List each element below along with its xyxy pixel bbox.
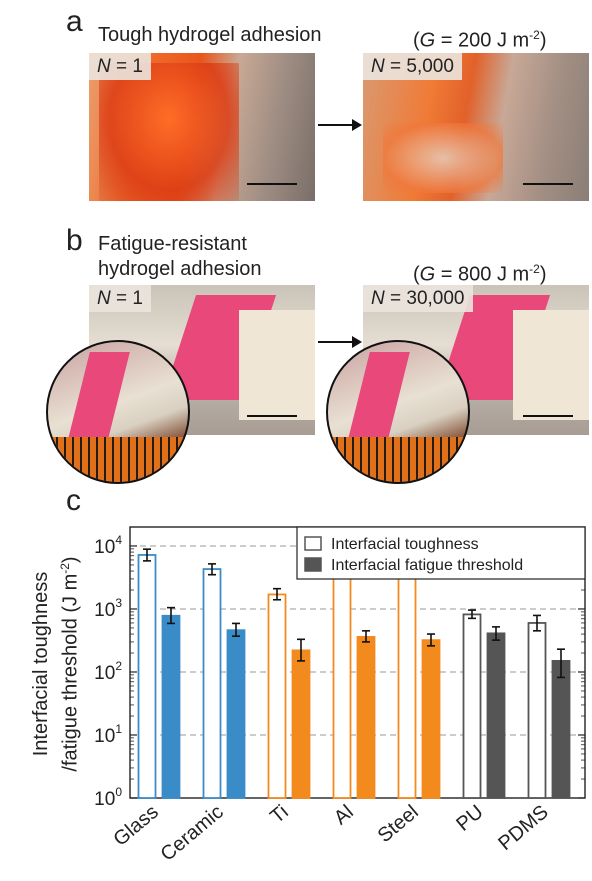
x-tick-label: Ceramic (157, 801, 228, 866)
x-tick-label: PU (452, 801, 487, 836)
scale-bar (247, 415, 297, 417)
hydrogel-sample (383, 123, 503, 193)
scale-bar (247, 183, 297, 185)
bar-fatigue (551, 659, 571, 799)
mesh-substrate (328, 437, 468, 482)
legend-label-fatigue: Interfacial fatigue threshold (331, 557, 523, 574)
panel-a-title: Tough hydrogel adhesion (98, 24, 322, 46)
x-tick-label: PDMS (494, 801, 552, 855)
panel-c-letter: c (66, 484, 81, 517)
mesh-substrate (48, 437, 188, 482)
n-label-a-left: N = 1 (89, 53, 151, 80)
bar-toughness (137, 554, 157, 799)
zoom-circle-left (46, 340, 190, 484)
arrow-a (318, 119, 362, 131)
y-tick-label: 103 (94, 596, 122, 621)
bar-fatigue (291, 649, 311, 799)
panel-b-title-line2: hydrogel adhesion (98, 258, 262, 280)
y-tick-label: 102 (94, 659, 122, 684)
legend-swatch-fatigue (304, 557, 322, 572)
bar-toughness (332, 559, 352, 799)
substrate (513, 310, 589, 420)
photo-b-cycle-1: N = 1 (89, 285, 315, 435)
legend-label-toughness: Interfacial toughness (331, 536, 479, 553)
scale-bar (523, 183, 573, 185)
substrate (239, 310, 315, 420)
bar-toughness (527, 622, 547, 799)
bar-fatigue (226, 629, 246, 799)
hydrogel-sample (66, 352, 130, 447)
bar-fatigue (486, 632, 506, 799)
x-tick-label: Steel (374, 801, 423, 847)
hydrogel-sample (99, 63, 239, 201)
bar-fatigue (421, 639, 441, 799)
x-tick-label: Ti (266, 801, 292, 828)
bar-toughness (397, 570, 417, 799)
panel-a-letter: a (66, 5, 83, 38)
photo-a-cycle-5000: N = 5,000 (363, 53, 589, 201)
bar-fatigue (356, 636, 376, 799)
panel-b-letter: b (66, 224, 83, 257)
x-tick-label: Glass (109, 801, 162, 851)
n-label-a-right: N = 5,000 (363, 53, 462, 80)
n-label-b-left: N = 1 (89, 285, 151, 312)
scale-bar (523, 415, 573, 417)
y-tick-label: 100 (94, 785, 122, 810)
y-tick-label: 101 (94, 722, 122, 747)
y-tick-label: 104 (94, 533, 122, 558)
photo-b-cycle-30000: N = 30,000 (363, 285, 589, 435)
legend-box (296, 526, 586, 580)
photo-a-cycle-1: N = 1 (89, 53, 315, 201)
panel-b-title-line1: Fatigue-resistant (98, 233, 247, 255)
hydrogel-sample (346, 352, 410, 447)
bar-fatigue (161, 614, 181, 799)
zoom-circle-right (326, 340, 470, 484)
panel-b-energy-label: (G = 800 J m-2) (413, 262, 547, 286)
n-label-b-right: N = 30,000 (363, 285, 473, 312)
bar-toughness (267, 593, 287, 799)
bar-toughness (462, 613, 482, 799)
bar-toughness (202, 568, 222, 799)
panel-a-energy-label: (G = 200 J m-2) (413, 28, 547, 52)
arrow-b (318, 336, 362, 348)
legend-swatch-toughness (304, 536, 322, 551)
x-tick-label: Al (330, 801, 358, 829)
